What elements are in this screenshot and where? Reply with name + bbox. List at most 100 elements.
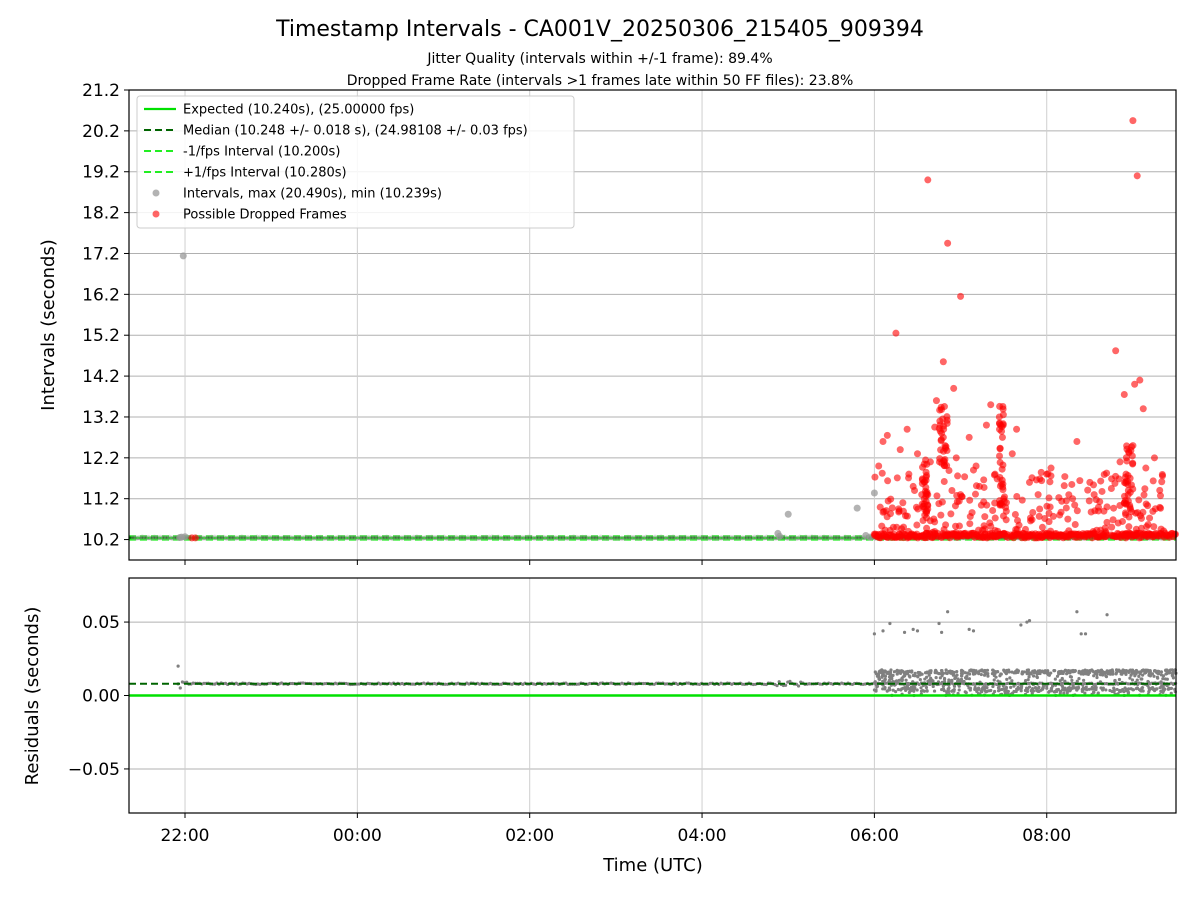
dropped-frame-point bbox=[957, 292, 965, 300]
interval-point bbox=[459, 534, 465, 540]
dropped-frame-point bbox=[1109, 516, 1117, 524]
dropped-frame-point bbox=[1129, 442, 1137, 450]
residual-point bbox=[1000, 687, 1004, 692]
residual-point bbox=[895, 672, 899, 676]
interval-point bbox=[359, 535, 366, 541]
residual-point bbox=[1049, 671, 1053, 675]
dropped-frame-point bbox=[1084, 486, 1092, 494]
dropped-frame-point bbox=[996, 425, 1004, 433]
dropped-frame-point bbox=[1067, 531, 1075, 539]
residual-point bbox=[915, 629, 920, 633]
interval-point bbox=[697, 534, 703, 541]
dropped-frame-point bbox=[1124, 491, 1132, 499]
interval-point bbox=[236, 535, 242, 541]
interval-point bbox=[589, 535, 595, 541]
residual-point bbox=[940, 672, 944, 676]
dropped-frame-point bbox=[943, 413, 951, 421]
residual-point bbox=[874, 672, 879, 676]
dropped-frame-point bbox=[1000, 495, 1008, 503]
interval-point bbox=[203, 535, 209, 541]
dropped-frame-point bbox=[980, 522, 988, 530]
dropped-frame-point bbox=[1069, 495, 1077, 503]
intervals-ytick-label: 12.2 bbox=[82, 449, 120, 469]
interval-point bbox=[350, 534, 357, 541]
residual-point bbox=[1031, 674, 1036, 678]
interval-point bbox=[341, 535, 348, 541]
interval-point bbox=[706, 535, 712, 541]
residual-point bbox=[933, 671, 937, 675]
residual-point bbox=[1053, 677, 1057, 681]
dropped-frame-point bbox=[892, 329, 900, 337]
residual-point bbox=[1135, 686, 1139, 690]
interval-point bbox=[601, 535, 607, 541]
dropped-frame-point bbox=[924, 176, 932, 184]
interval-point bbox=[456, 535, 462, 541]
interval-point bbox=[486, 534, 492, 540]
residual-point bbox=[1170, 672, 1174, 676]
interval-point bbox=[176, 534, 184, 542]
dropped-frame-point bbox=[1157, 504, 1165, 512]
interval-point bbox=[857, 534, 863, 540]
residual-point bbox=[986, 672, 990, 676]
residual-point bbox=[985, 668, 990, 672]
dropped-frame-point bbox=[1014, 516, 1022, 524]
interval-point bbox=[396, 534, 402, 541]
interval-point bbox=[356, 535, 363, 541]
interval-point bbox=[384, 534, 390, 540]
dropped-frame-point bbox=[1076, 477, 1084, 485]
interval-point bbox=[782, 534, 788, 540]
residual-point bbox=[883, 687, 887, 691]
interval-point bbox=[465, 534, 471, 540]
dropped-frame-point bbox=[938, 429, 946, 437]
dropped-frame-point bbox=[956, 530, 964, 538]
dropped-frame-point bbox=[975, 526, 983, 534]
interval-point bbox=[709, 534, 715, 540]
dropped-frame-point bbox=[1103, 503, 1111, 511]
residual-point bbox=[1045, 686, 1049, 690]
dropped-frame-point bbox=[1008, 450, 1016, 458]
interval-point bbox=[275, 535, 281, 541]
interval-point bbox=[703, 535, 709, 541]
dropped-frame-point bbox=[871, 531, 879, 539]
residual-point bbox=[951, 673, 955, 677]
residual-point bbox=[1124, 687, 1128, 692]
intervals-ytick-label: 21.2 bbox=[82, 81, 120, 101]
residual-point bbox=[962, 679, 966, 684]
dropped-frame-point bbox=[879, 437, 887, 445]
residual-point bbox=[993, 670, 997, 674]
intervals-panel: 10.2 11.2 12.2 13.2 14.2 15.2 16.2 17.2 18.2 19.2… bbox=[38, 81, 1179, 565]
intervals-y-axis-label: Intervals (seconds) bbox=[38, 239, 59, 411]
residual-point bbox=[924, 685, 929, 690]
dropped-frame-point bbox=[940, 458, 948, 466]
dropped-frame-point bbox=[903, 425, 911, 433]
residual-point bbox=[957, 688, 961, 692]
residual-point bbox=[178, 686, 182, 690]
interval-point bbox=[565, 535, 571, 541]
residuals-panel: −0.05 0.00 0.05 22:00 00:00 02:00 04:00 06:00 0… bbox=[22, 577, 1178, 876]
interval-point bbox=[145, 534, 151, 541]
interval-point bbox=[682, 534, 688, 540]
residual-point bbox=[1140, 686, 1145, 690]
interval-point bbox=[233, 535, 239, 541]
interval-point bbox=[260, 535, 266, 541]
dropped-frame-point bbox=[954, 472, 962, 480]
residual-point bbox=[926, 679, 930, 683]
interval-point bbox=[598, 534, 604, 540]
interval-point bbox=[558, 535, 565, 541]
residual-point bbox=[973, 687, 977, 691]
residual-point bbox=[775, 683, 779, 688]
dropped-frame-point bbox=[1056, 511, 1064, 519]
interval-point bbox=[142, 534, 148, 541]
residual-point bbox=[1139, 689, 1143, 693]
interval-point bbox=[809, 534, 815, 540]
residual-point bbox=[918, 673, 922, 677]
dropped-frame-point bbox=[923, 509, 931, 517]
residual-point bbox=[947, 678, 951, 682]
intervals-x-ticks bbox=[184, 560, 1048, 565]
interval-point bbox=[206, 535, 212, 541]
dropped-frame-point bbox=[965, 433, 973, 441]
dropped-frame-point bbox=[1087, 508, 1095, 516]
interval-point bbox=[679, 535, 685, 541]
interval-point bbox=[712, 535, 719, 541]
